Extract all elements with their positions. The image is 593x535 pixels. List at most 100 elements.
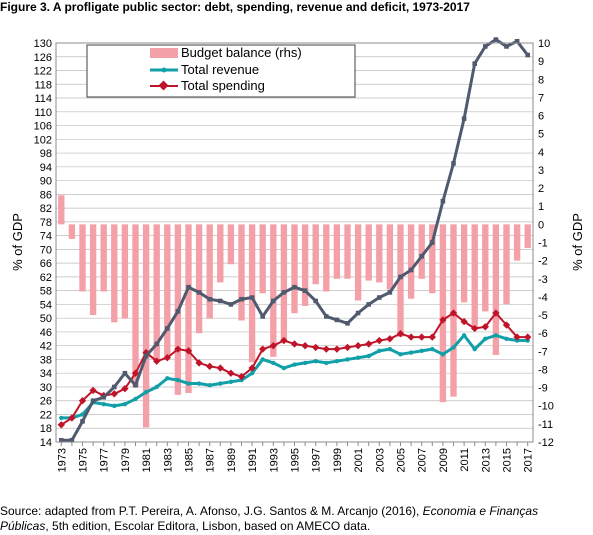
debt-point [90, 398, 96, 404]
revenue-point [302, 360, 308, 366]
spending-point [237, 372, 246, 381]
legend-label-spending: Total spending [181, 78, 265, 93]
budget-balance-bar [68, 224, 76, 239]
y-tick-label-right: 10 [538, 38, 550, 50]
budget-balance-bar [482, 224, 489, 312]
spending-point [301, 342, 309, 350]
debt-point [196, 290, 202, 295]
y-tick-label-left: 58 [40, 286, 52, 298]
debt-point [186, 284, 191, 290]
budget-balance-bar [344, 224, 351, 279]
debt-point [493, 37, 499, 42]
revenue-point [324, 360, 329, 366]
budget-balance-bar [259, 224, 266, 294]
y-tick-label-right: 6 [538, 111, 544, 123]
y-tick-label-right: -5 [538, 310, 548, 322]
revenue-point [334, 358, 340, 364]
x-tick-label: 2017 [523, 448, 535, 472]
spending-point [153, 357, 161, 365]
spending-point [78, 397, 87, 405]
budget-balance-bar [503, 224, 510, 305]
debt-point [249, 295, 255, 300]
y-tick-label-right: 9 [538, 56, 544, 68]
x-tick-label: 1985 [184, 448, 196, 472]
budget-balance-bar [376, 224, 383, 283]
spending-point [184, 347, 193, 355]
y-tick-label-left: 42 [40, 341, 52, 353]
budget-balance-bar [132, 224, 139, 388]
y-tick-label-left: 122 [34, 66, 52, 78]
legend-marker-revenue [161, 67, 167, 73]
revenue-point [419, 348, 424, 354]
y-tick-label-left: 70 [40, 244, 52, 256]
spending-point [290, 340, 299, 348]
y-tick-label-left: 54 [40, 299, 52, 311]
y-axis-label-right: % of GDP [570, 213, 585, 271]
debt-point [377, 295, 382, 300]
budget-balance-bar [121, 224, 129, 319]
x-tick-label: 2009 [438, 448, 450, 472]
revenue-point [440, 352, 446, 357]
budget-balance-bar [386, 224, 394, 290]
y-tick-label-left: 86 [40, 189, 52, 201]
debt-point [175, 308, 181, 314]
budget-balance-bar [79, 224, 86, 292]
debt-point [419, 253, 424, 259]
y-tick-label-left: 34 [40, 368, 52, 380]
source-note: Source: adapted from P.T. Pereira, A. Af… [0, 504, 590, 534]
revenue-point [143, 389, 149, 395]
budget-balance-bar [238, 224, 245, 321]
x-tick-label: 2003 [374, 448, 386, 472]
x-tick-label: 1977 [99, 448, 111, 472]
debt-point [483, 44, 488, 49]
budget-balance-bar [439, 224, 447, 403]
revenue-point [504, 336, 509, 342]
debt-point [387, 290, 393, 295]
revenue-point [345, 357, 350, 362]
y-tick-label-left: 62 [40, 272, 52, 284]
revenue-point [355, 355, 361, 360]
revenue-point [430, 346, 435, 352]
y-tick-label-right: -11 [538, 419, 553, 431]
legend-label-revenue: Total revenue [181, 62, 259, 77]
debt-point [324, 314, 329, 319]
legend-box [86, 44, 356, 98]
x-tick-label: 1979 [120, 448, 132, 472]
spending-point [365, 340, 373, 348]
y-tick-label-left: 46 [40, 327, 52, 339]
y-tick-label-right: 8 [538, 74, 544, 86]
debt-point [313, 298, 318, 304]
source-suffix: , 5th edition, Escolar Editora, Lisbon, … [45, 519, 371, 533]
source-prefix: Source: adapted from P.T. Pereira, A. Af… [0, 504, 423, 518]
legend-marker-spending [158, 80, 169, 91]
spending-point [407, 333, 415, 341]
spending-point [322, 345, 330, 353]
y-tick-label-left: 38 [40, 354, 52, 366]
y-tick-label-left: 98 [40, 148, 52, 160]
spending-point [206, 362, 214, 371]
debt-point [154, 341, 159, 347]
budget-balance-bar [217, 224, 224, 283]
revenue-point [313, 358, 318, 364]
spending-point [259, 345, 267, 353]
y-tick-label-left: 74 [40, 231, 52, 243]
x-tick-label: 1991 [247, 448, 259, 472]
legend-label-balance: Budget balance (rhs) [181, 45, 302, 60]
debt-point [218, 298, 223, 304]
budget-balance-bar [291, 224, 298, 314]
x-tick-label: 2001 [353, 448, 365, 472]
legend: Budget balance (rhs) Total revenue Total… [86, 44, 356, 98]
debt-point [504, 44, 509, 49]
x-tick-label: 1981 [141, 448, 153, 472]
budget-balance-bar [418, 224, 425, 279]
y-tick-label-right: 7 [538, 92, 544, 104]
spending-point [354, 342, 362, 350]
spending-point [280, 336, 288, 345]
revenue-point [101, 401, 106, 407]
debt-point [292, 284, 297, 290]
spending-point [396, 329, 405, 338]
spending-point [227, 369, 235, 377]
revenue-point [122, 401, 128, 407]
spending-point [131, 369, 140, 377]
y-tick-label-left: 50 [40, 313, 52, 325]
